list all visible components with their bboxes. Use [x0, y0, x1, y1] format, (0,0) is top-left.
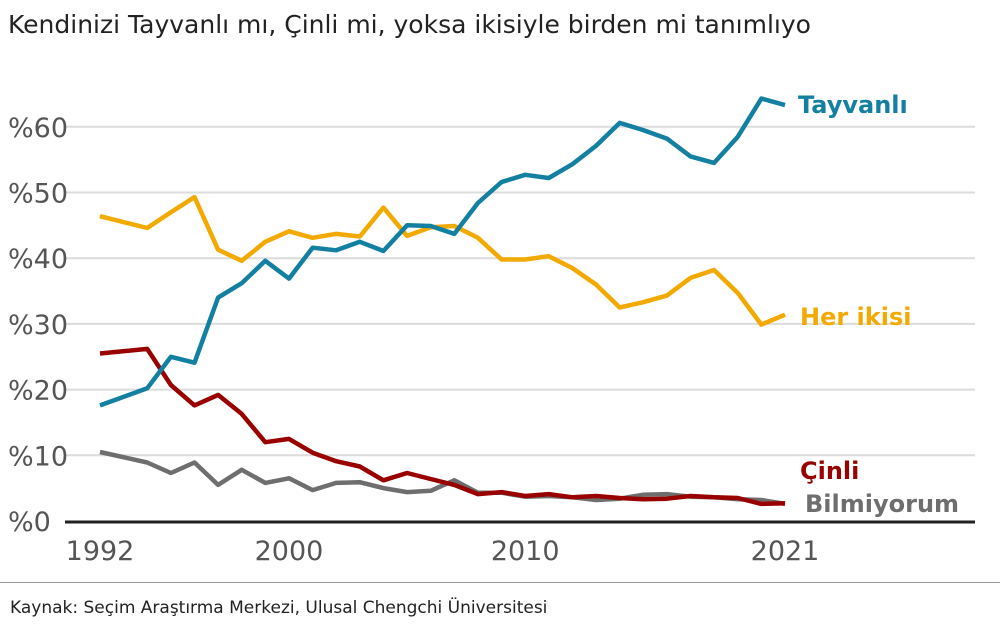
series-line-4	[99, 449, 786, 507]
series-line-3	[99, 346, 786, 507]
series-line-2	[99, 194, 786, 327]
chart-title: Kendinizi Tayvanlı mı, Çinli mi, yoksa i…	[8, 10, 811, 39]
y-tick-label: %20	[8, 376, 68, 407]
footer-divider	[0, 582, 1000, 583]
x-tick-label: 2021	[751, 536, 820, 567]
series-label: Bilmiyorum	[805, 490, 959, 518]
series-label: Tayvanlı	[798, 91, 908, 119]
y-tick-label: %30	[8, 310, 68, 341]
series-label: Çinli	[800, 457, 859, 485]
series-label: Her ikisi	[800, 303, 911, 331]
x-tick-label: 2010	[491, 536, 560, 567]
y-tick-label: %0	[8, 507, 51, 538]
y-tick-label: %40	[8, 244, 68, 275]
y-tick-label: %10	[8, 441, 68, 472]
y-tick-label: %60	[8, 113, 68, 144]
x-tick-label: 1992	[66, 536, 135, 567]
source-note: Kaynak: Seçim Araştırma Merkezi, Ulusal …	[10, 598, 548, 618]
series-line-1	[99, 96, 786, 408]
y-tick-label: %50	[8, 179, 68, 210]
x-tick-label: 2000	[255, 536, 324, 567]
